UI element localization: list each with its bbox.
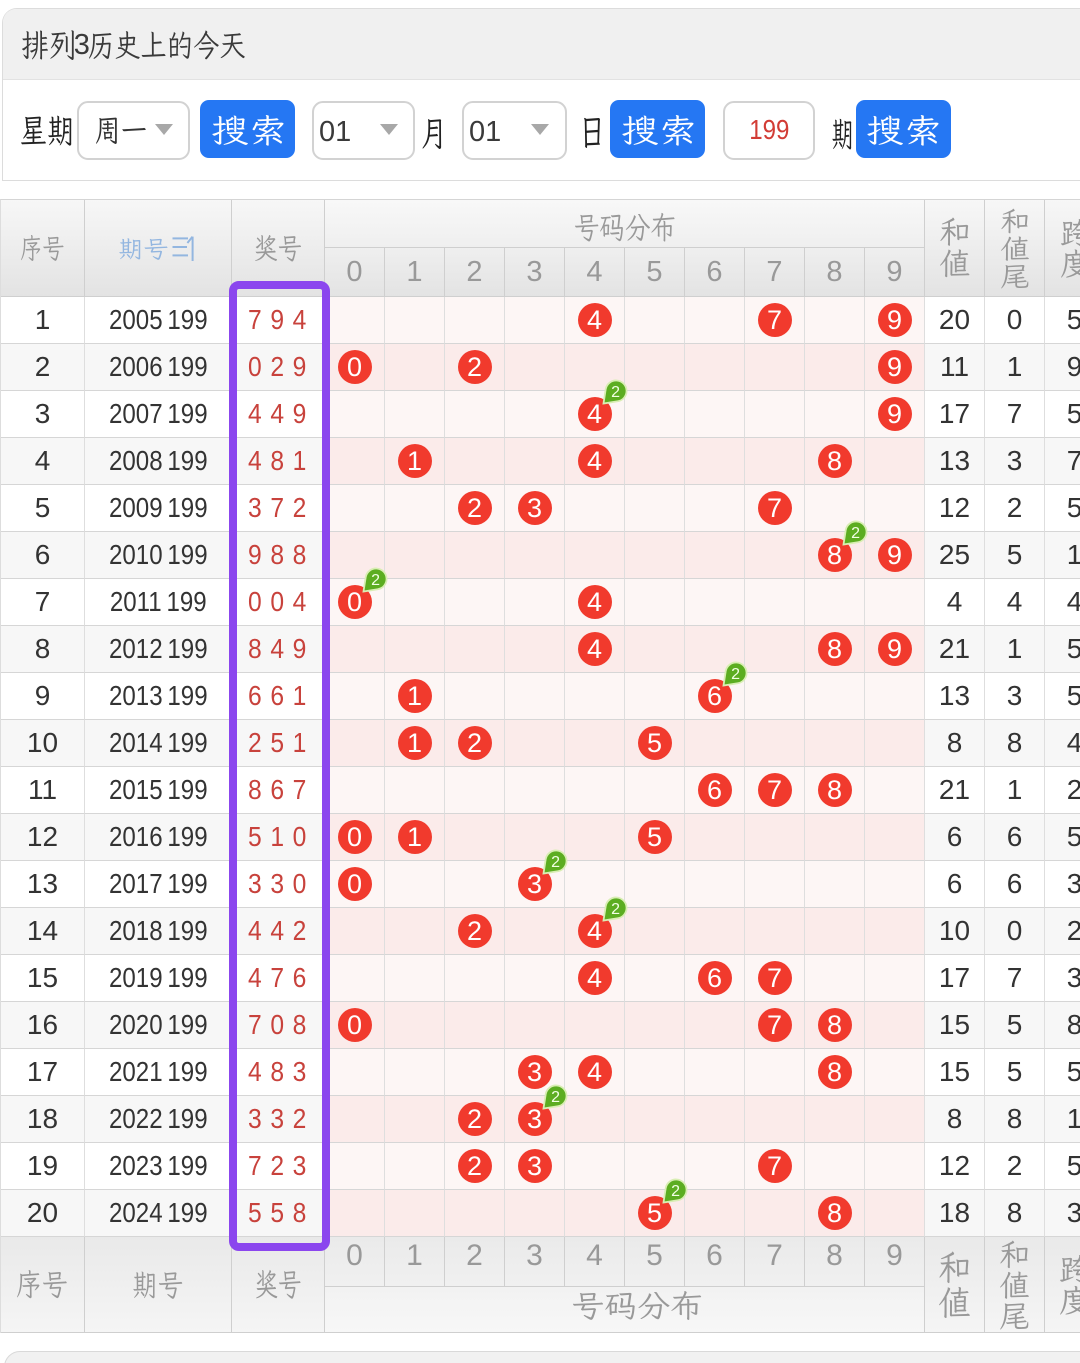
svg-text:2: 2 bbox=[551, 854, 560, 871]
svg-text:2: 2 bbox=[731, 666, 740, 683]
svg-text:2: 2 bbox=[611, 384, 620, 401]
svg-text:2: 2 bbox=[551, 1089, 560, 1106]
svg-text:2: 2 bbox=[851, 525, 860, 542]
svg-text:2: 2 bbox=[611, 901, 620, 918]
svg-text:2: 2 bbox=[371, 572, 380, 589]
svg-text:2: 2 bbox=[671, 1183, 680, 1200]
